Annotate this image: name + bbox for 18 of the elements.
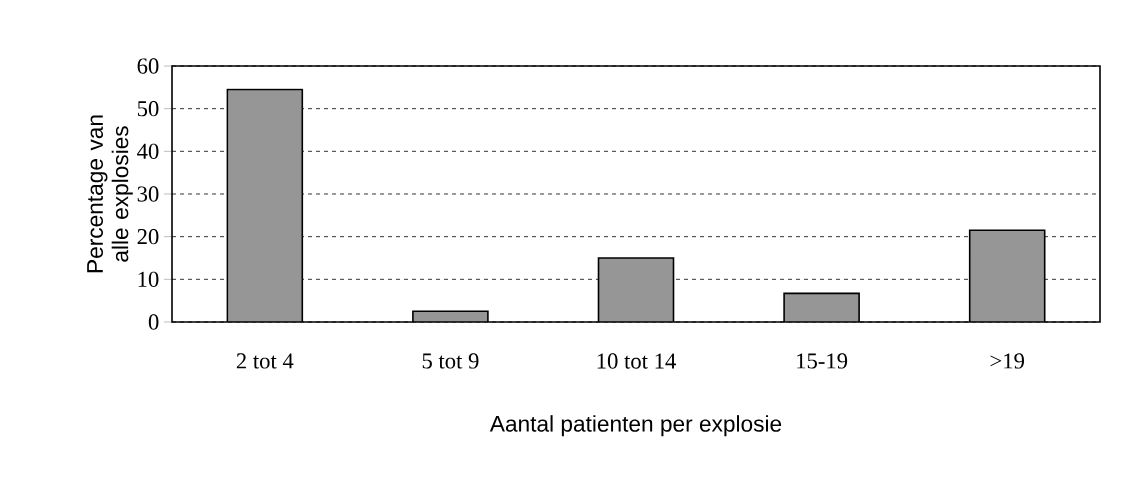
x-tick-label: 10 tot 14 [597, 353, 676, 369]
bar [597, 257, 675, 322]
x-tick-label: 15-19 [797, 353, 848, 369]
y-axis-title: Percentage van alle explosies [87, 115, 133, 273]
x-tick-label: 2 tot 4 [236, 353, 294, 369]
y-tick-label: 10 [138, 271, 159, 287]
y-tick-label: 30 [137, 186, 159, 202]
y-tick-label: 20 [137, 229, 159, 245]
x-tick-label: >19 [990, 353, 1024, 369]
y-tick-label: 0 [148, 314, 159, 330]
y-tick-label: 40 [137, 143, 159, 159]
bar [968, 229, 1046, 322]
bar [226, 88, 304, 322]
y-tick-label: 50 [137, 101, 159, 117]
bar [783, 292, 860, 322]
x-tick-label: 5 tot 9 [422, 353, 479, 369]
y-tick-label: 60 [137, 58, 159, 74]
x-axis-title: Aantal patienten per explosie [489, 415, 782, 437]
